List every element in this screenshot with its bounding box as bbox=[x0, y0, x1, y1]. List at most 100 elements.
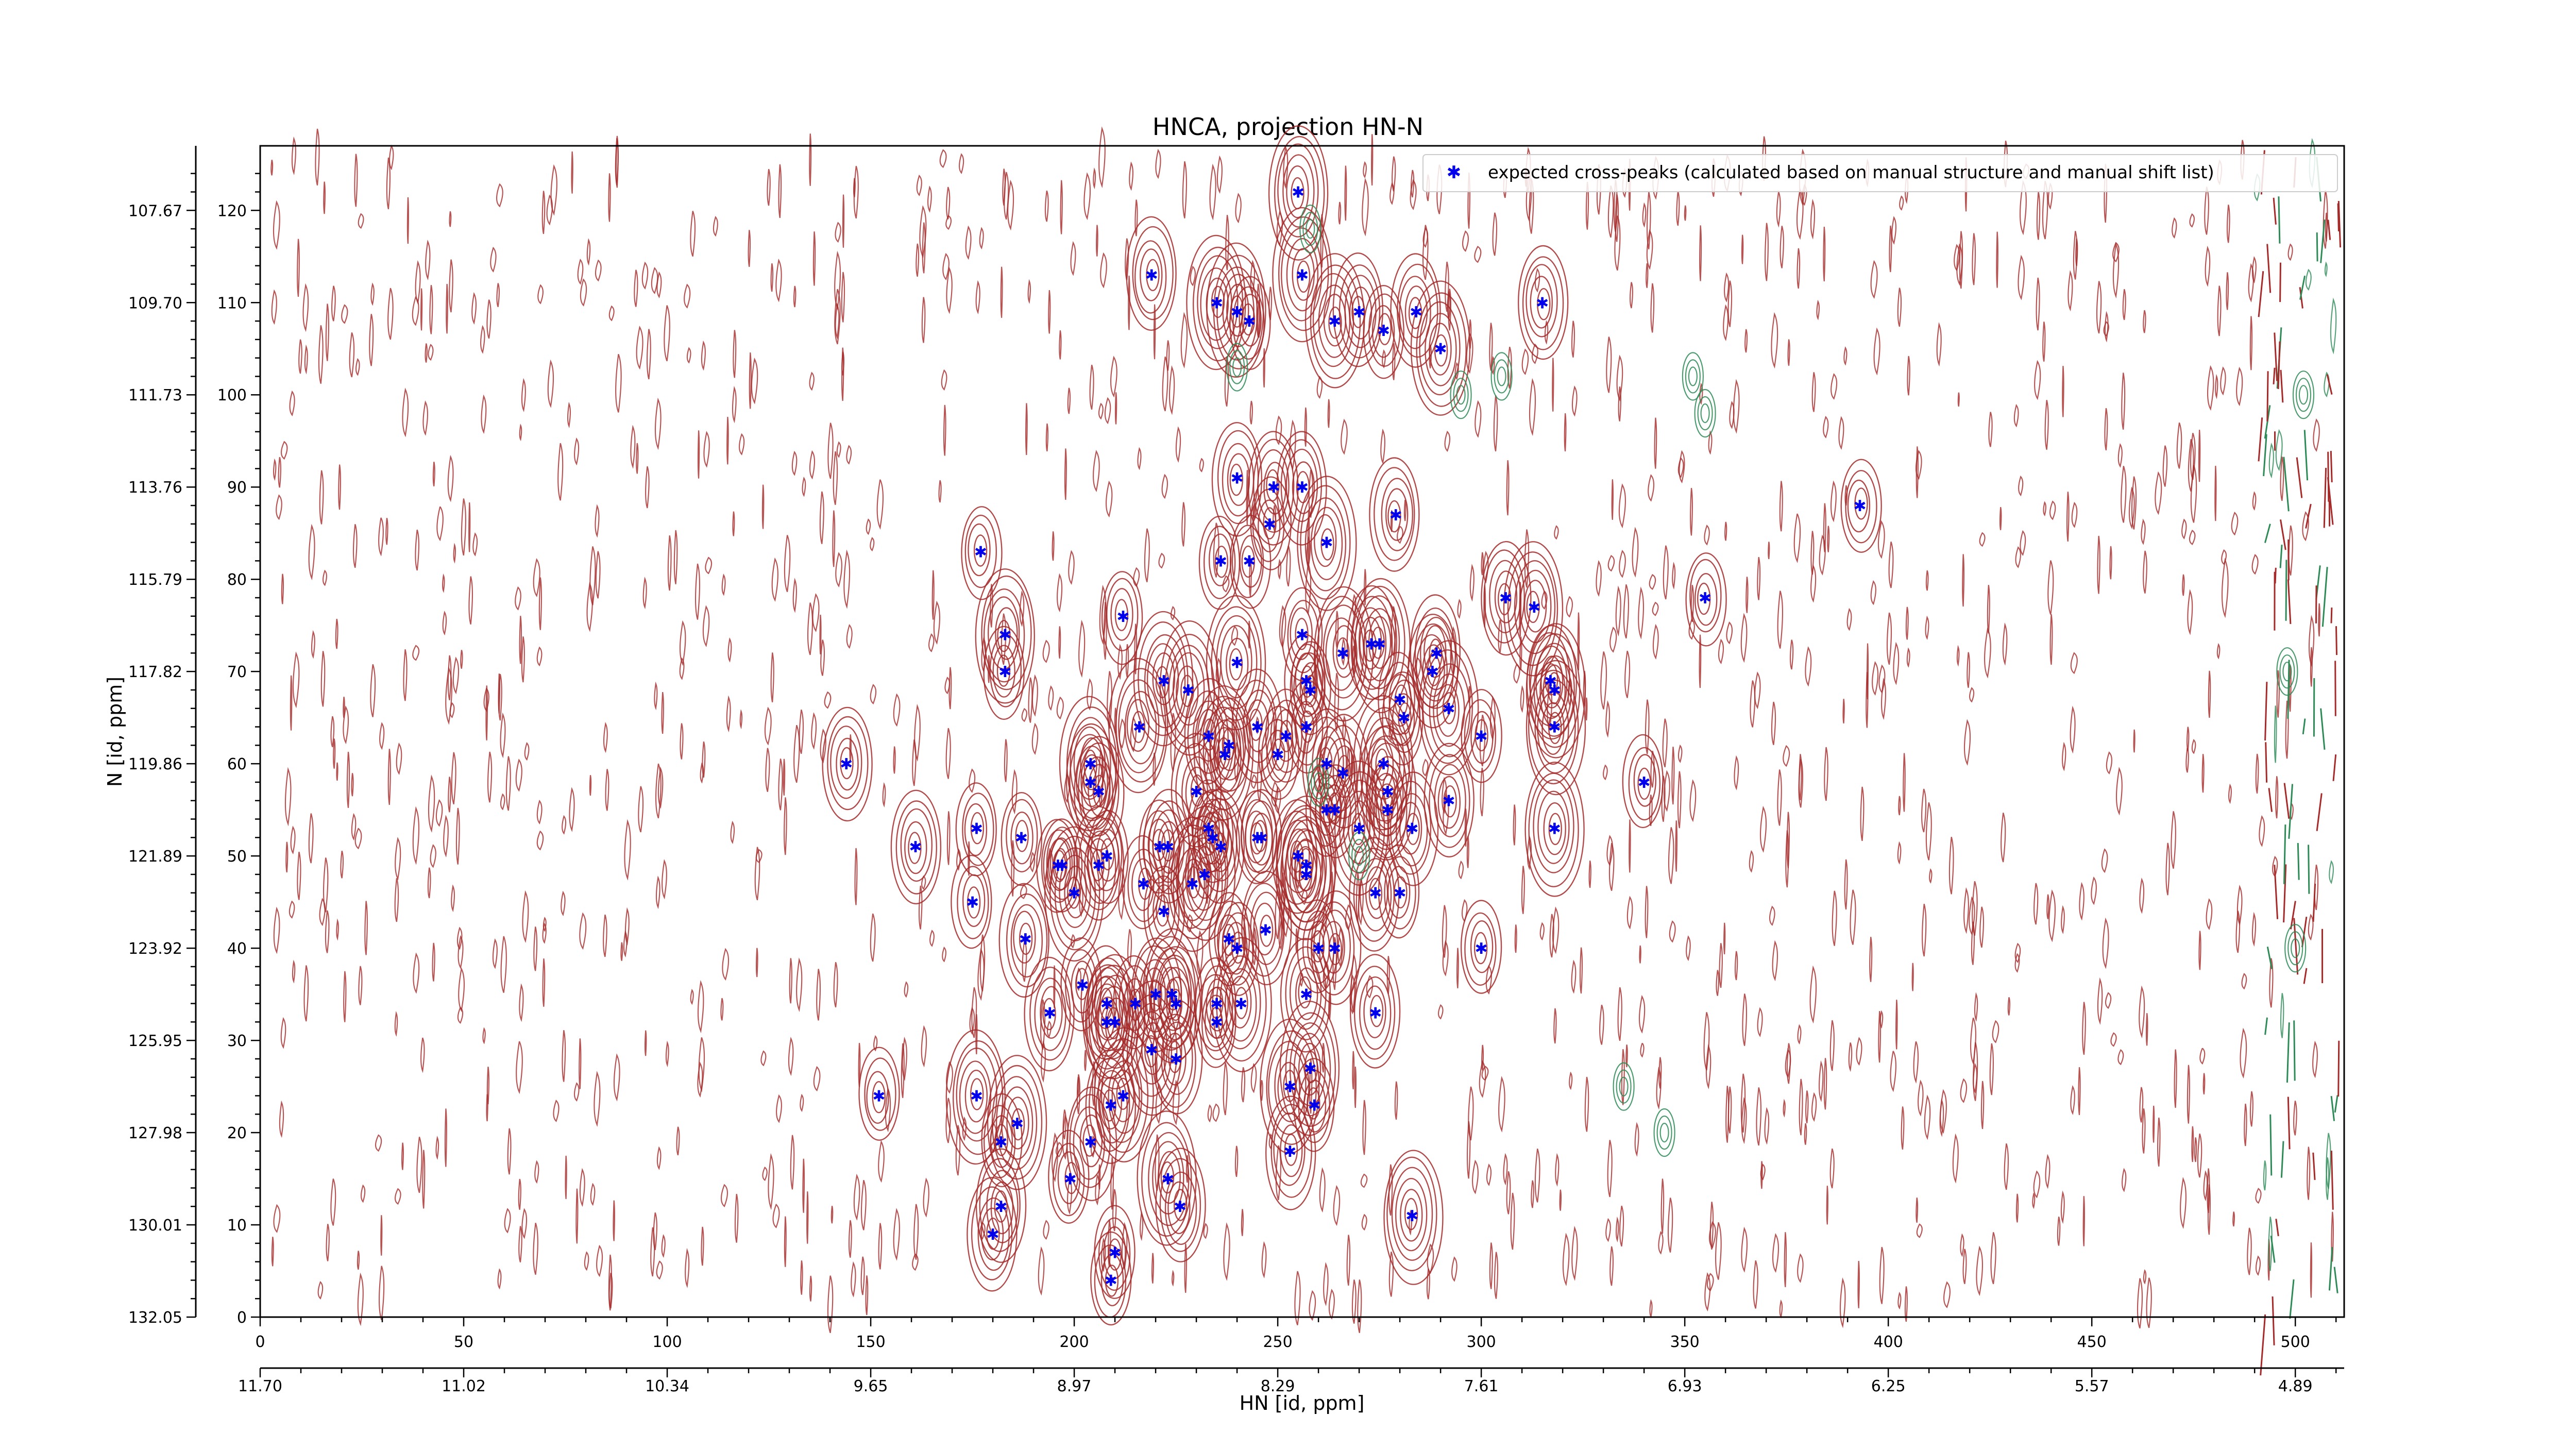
noise-contour bbox=[2070, 652, 2078, 675]
noise-contour bbox=[1600, 651, 1607, 710]
noise-contour bbox=[853, 1173, 860, 1221]
noise-contour bbox=[273, 458, 277, 481]
cross-peak-marker: ✱ bbox=[1084, 774, 1097, 792]
noise-contour bbox=[2048, 889, 2056, 942]
cross-peak-marker: ✱ bbox=[1292, 848, 1304, 866]
edge-noise-contour bbox=[2327, 220, 2331, 240]
noise-contour bbox=[562, 1030, 566, 1082]
peak-contour bbox=[1096, 829, 1120, 882]
peak-contour bbox=[1266, 730, 1290, 783]
noise-contour bbox=[2042, 180, 2048, 240]
noise-contour bbox=[969, 1006, 975, 1035]
cross-peak-marker: ✱ bbox=[1092, 857, 1105, 875]
peak-contour bbox=[1387, 771, 1439, 886]
noise-contour bbox=[819, 614, 822, 654]
noise-contour bbox=[1031, 722, 1039, 755]
cross-peak-marker: ✱ bbox=[1304, 1060, 1317, 1078]
noise-contour bbox=[422, 400, 428, 436]
noise-contour bbox=[1823, 1058, 1827, 1110]
noise-contour bbox=[2014, 942, 2021, 963]
noise-contour bbox=[1117, 644, 1123, 680]
negative-contour bbox=[1619, 1076, 1629, 1097]
noise-contour bbox=[968, 841, 970, 876]
noise-contour bbox=[1223, 1222, 1230, 1281]
noise-contour bbox=[1084, 1050, 1087, 1071]
noise-contour bbox=[1286, 546, 1291, 587]
peak-contour bbox=[1044, 826, 1105, 962]
peak-contour bbox=[864, 1057, 896, 1131]
noise-contour bbox=[2249, 316, 2253, 370]
noise-contour bbox=[885, 1087, 891, 1133]
peak-contour bbox=[1226, 283, 1249, 337]
noise-contour bbox=[656, 1260, 663, 1280]
peak-contour bbox=[1001, 1086, 1033, 1160]
edge-noise-contour bbox=[2321, 567, 2328, 627]
noise-contour bbox=[412, 806, 420, 865]
noise-contour bbox=[1759, 805, 1767, 853]
noise-contour bbox=[1599, 1004, 1604, 1045]
noise-contour bbox=[567, 401, 571, 428]
peak-contour bbox=[1371, 305, 1395, 358]
cross-peak-marker: ✱ bbox=[1296, 479, 1309, 497]
noise-contour bbox=[1843, 346, 1848, 366]
noise-contour bbox=[664, 305, 670, 362]
noise-contour bbox=[1668, 827, 1674, 884]
ppm-x-tick-label: 6.93 bbox=[1668, 1377, 1702, 1395]
noise-contour bbox=[1654, 417, 1657, 469]
noise-contour bbox=[2067, 270, 2073, 312]
peak-contour bbox=[961, 506, 1003, 600]
noise-contour bbox=[870, 913, 876, 962]
negative-contour bbox=[1688, 366, 1698, 386]
noise-contour bbox=[2139, 1087, 2144, 1123]
peak-contour bbox=[1529, 633, 1581, 748]
noise-contour bbox=[444, 1108, 447, 1167]
cross-peak-marker: ✱ bbox=[1129, 996, 1142, 1014]
noise-contour bbox=[1677, 744, 1683, 763]
y-tick-label: 90 bbox=[227, 479, 247, 497]
noise-contour bbox=[1363, 161, 1367, 179]
noise-contour bbox=[2046, 894, 2049, 919]
noise-contour bbox=[1690, 585, 1694, 622]
noise-contour bbox=[1151, 1253, 1155, 1284]
noise-contour bbox=[1456, 948, 1459, 988]
noise-contour bbox=[1811, 1092, 1817, 1122]
ppm-x-tick-label: 5.57 bbox=[2075, 1377, 2109, 1395]
noise-contour bbox=[833, 451, 838, 506]
noise-contour bbox=[1823, 415, 1829, 439]
noise-contour bbox=[290, 675, 293, 731]
cross-peak-marker: ✱ bbox=[1405, 820, 1418, 838]
noise-contour bbox=[1222, 575, 1230, 593]
noise-contour bbox=[841, 272, 845, 323]
noise-contour bbox=[2122, 1168, 2127, 1192]
noise-contour bbox=[2104, 408, 2108, 451]
noise-contour bbox=[1539, 922, 1545, 941]
noise-contour bbox=[1275, 415, 1282, 446]
noise-contour bbox=[919, 205, 927, 259]
peak-contour bbox=[1383, 1150, 1444, 1285]
noise-contour bbox=[452, 656, 460, 695]
noise-contour bbox=[1771, 701, 1776, 745]
peak-contour bbox=[1429, 323, 1452, 376]
cross-peak-marker: ✱ bbox=[1499, 589, 1512, 608]
negative-contour bbox=[1299, 205, 1321, 254]
noise-contour bbox=[271, 1236, 274, 1267]
peak-contour bbox=[1526, 264, 1558, 338]
noise-contour bbox=[1388, 1251, 1394, 1297]
noise-contour bbox=[738, 433, 745, 456]
peak-contour bbox=[970, 1078, 984, 1110]
noise-contour bbox=[679, 657, 685, 680]
peak-contour bbox=[1408, 297, 1422, 329]
cross-peak-marker: ✱ bbox=[1336, 765, 1349, 783]
noise-contour bbox=[1199, 458, 1204, 473]
peak-contour bbox=[1069, 734, 1111, 828]
noise-contour bbox=[653, 1212, 657, 1251]
noise-contour bbox=[358, 213, 364, 229]
noise-contour bbox=[2001, 813, 2006, 863]
noise-contour bbox=[1493, 395, 1498, 452]
noise-contour bbox=[2204, 187, 2209, 235]
noise-contour bbox=[436, 505, 444, 542]
noise-contour bbox=[764, 706, 772, 746]
noise-contour bbox=[792, 578, 797, 613]
peak-contour bbox=[1042, 998, 1056, 1031]
noise-contour bbox=[2165, 843, 2170, 896]
